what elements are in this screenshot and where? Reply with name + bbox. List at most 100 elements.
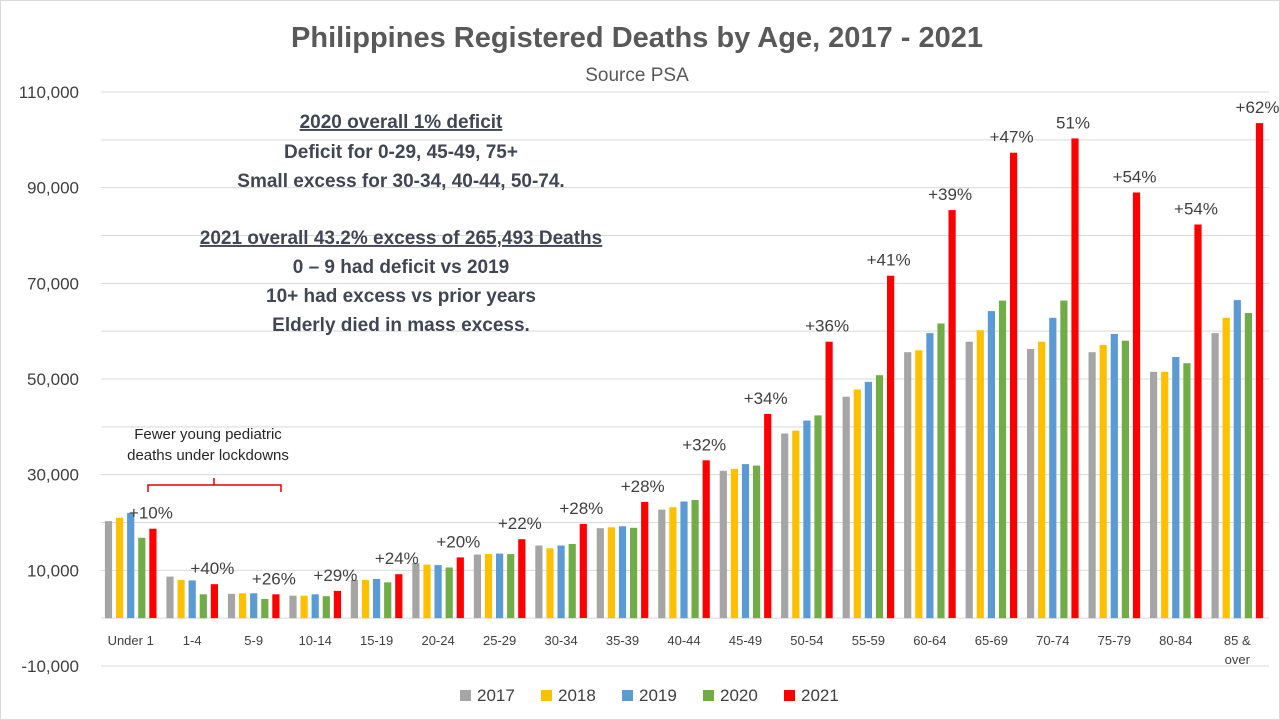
bar-2017-40-44 [658,509,666,619]
bar-2019-25-29 [496,553,504,619]
bar-2019-10-14 [311,594,319,619]
annotation-2020-heading: 2020 overall 1% deficit [300,112,503,133]
legend-swatch-2020 [703,690,714,701]
legend-label: 2018 [558,686,596,705]
bar-2017-35-39 [596,528,604,619]
x-tick-label: 1-4 [183,633,202,648]
bar-2020-50-54 [814,415,822,619]
bar-2020-25-29 [507,554,515,619]
change-label: +32% [682,435,726,454]
bar-2021-70-74 [1071,138,1079,619]
bar-2018-55-59 [853,389,861,619]
bar-2020-55-59 [875,375,884,619]
bar-2019-80-84 [1172,357,1180,619]
x-tick-label: 70-74 [1036,633,1069,648]
bar-2021-1-4 [210,584,218,619]
bar-2019-70-74 [1049,317,1057,619]
bar-2018-35-39 [607,527,615,619]
bar-2021-60-64 [948,210,956,619]
bar-2020-30-34 [568,544,576,619]
x-tick-label: 55-59 [852,633,885,648]
bar-2020-15-19 [384,582,392,619]
bar-2018-5-9 [239,593,247,619]
y-tick-label: 50,000 [27,370,79,389]
bar-2021-35-39 [641,501,649,619]
bar-2019-45-49 [741,464,750,619]
bar-2020-75-79 [1121,340,1129,619]
pediatric-annotation-line: Fewer young pediatric [134,426,282,443]
change-label: +28% [621,477,665,496]
bar-2018-10-14 [300,595,308,619]
bar-2021-Under-1 [149,528,157,619]
bar-2018-15-19 [361,579,370,619]
x-tick-label: 25-29 [483,633,516,648]
bar-2017-85-over [1211,333,1219,619]
bar-2017-15-19 [350,579,358,619]
bar-2020-85-over [1244,313,1252,619]
change-label: +41% [867,251,911,270]
x-tick-label: 85 & [1224,633,1251,648]
bar-2017-25-29 [473,554,481,619]
bar-2018-40-44 [669,507,677,619]
change-label: +28% [559,499,603,518]
change-label: 51% [1056,113,1090,132]
legend-label: 2021 [801,686,839,705]
bar-2018-60-64 [915,350,923,619]
bar-2017-5-9 [227,593,236,619]
bar-2017-75-79 [1088,352,1096,619]
legend-swatch-2019 [622,690,633,701]
bar-2021-50-54 [825,341,833,619]
bar-2018-45-49 [730,468,738,619]
x-tick-label: 75-79 [1098,633,1131,648]
change-label: +39% [928,185,972,204]
bar-2017-65-69 [965,341,973,619]
bar-2021-80-84 [1194,224,1202,619]
bar-2018-20-24 [423,564,431,619]
x-tick-label: 5-9 [244,633,263,648]
x-tick-label: 50-54 [790,633,823,648]
bar-2020-80-84 [1183,363,1191,619]
y-tick-label: 30,000 [27,466,79,485]
bar-2021-85-over [1255,123,1264,619]
change-label: +24% [375,549,419,568]
y-tick-label: 110,000 [19,83,79,102]
bar-2019-5-9 [250,593,258,619]
legend-label: 2017 [477,686,515,705]
legend-swatch-2021 [784,690,795,701]
bar-2020-20-24 [445,567,453,619]
change-label: +40% [190,559,234,578]
x-tick-label: over [1225,652,1251,667]
bar-2017-55-59 [842,396,850,619]
x-tick-label: 60-64 [913,633,946,648]
pediatric-annotation-line: deaths under lockdowns [127,447,289,464]
bar-2020-5-9 [261,599,269,619]
bar-2020-Under-1 [138,537,146,619]
bar-2017-50-54 [781,433,789,619]
legend-swatch-2018 [541,690,552,701]
bar-2020-65-69 [998,300,1007,619]
bar-2021-20-24 [456,557,464,619]
chart-title: Philippines Registered Deaths by Age, 20… [291,22,983,54]
change-label: +62% [1236,98,1279,117]
pediatric-bracket [147,478,282,492]
change-label: +22% [498,514,542,533]
annotations: 2020 overall 1% deficit Deficit for 0-29… [127,112,602,492]
y-tick-label: 10,000 [27,561,79,580]
bar-2020-70-74 [1060,300,1068,619]
bar-2020-45-49 [753,465,761,619]
bar-2020-40-44 [691,500,699,619]
legend-swatch-2017 [460,690,471,701]
bar-2020-60-64 [937,323,945,619]
chart-subtitle: Source PSA [585,65,689,86]
x-tick-label: 40-44 [667,633,700,648]
bar-2021-30-34 [579,523,587,619]
bar-2021-45-49 [764,413,772,619]
y-tick-label: 90,000 [27,179,79,198]
bar-2021-75-79 [1132,192,1141,619]
bar-2019-75-79 [1110,334,1118,619]
change-label: +26% [252,569,296,588]
x-tick-label: 80-84 [1159,633,1192,648]
bar-2019-1-4 [188,580,196,619]
legend-label: 2020 [720,686,758,705]
y-axis-ticks: -10,000 10,000 30,000 50,000 70,000 90,000 110… [19,83,79,676]
